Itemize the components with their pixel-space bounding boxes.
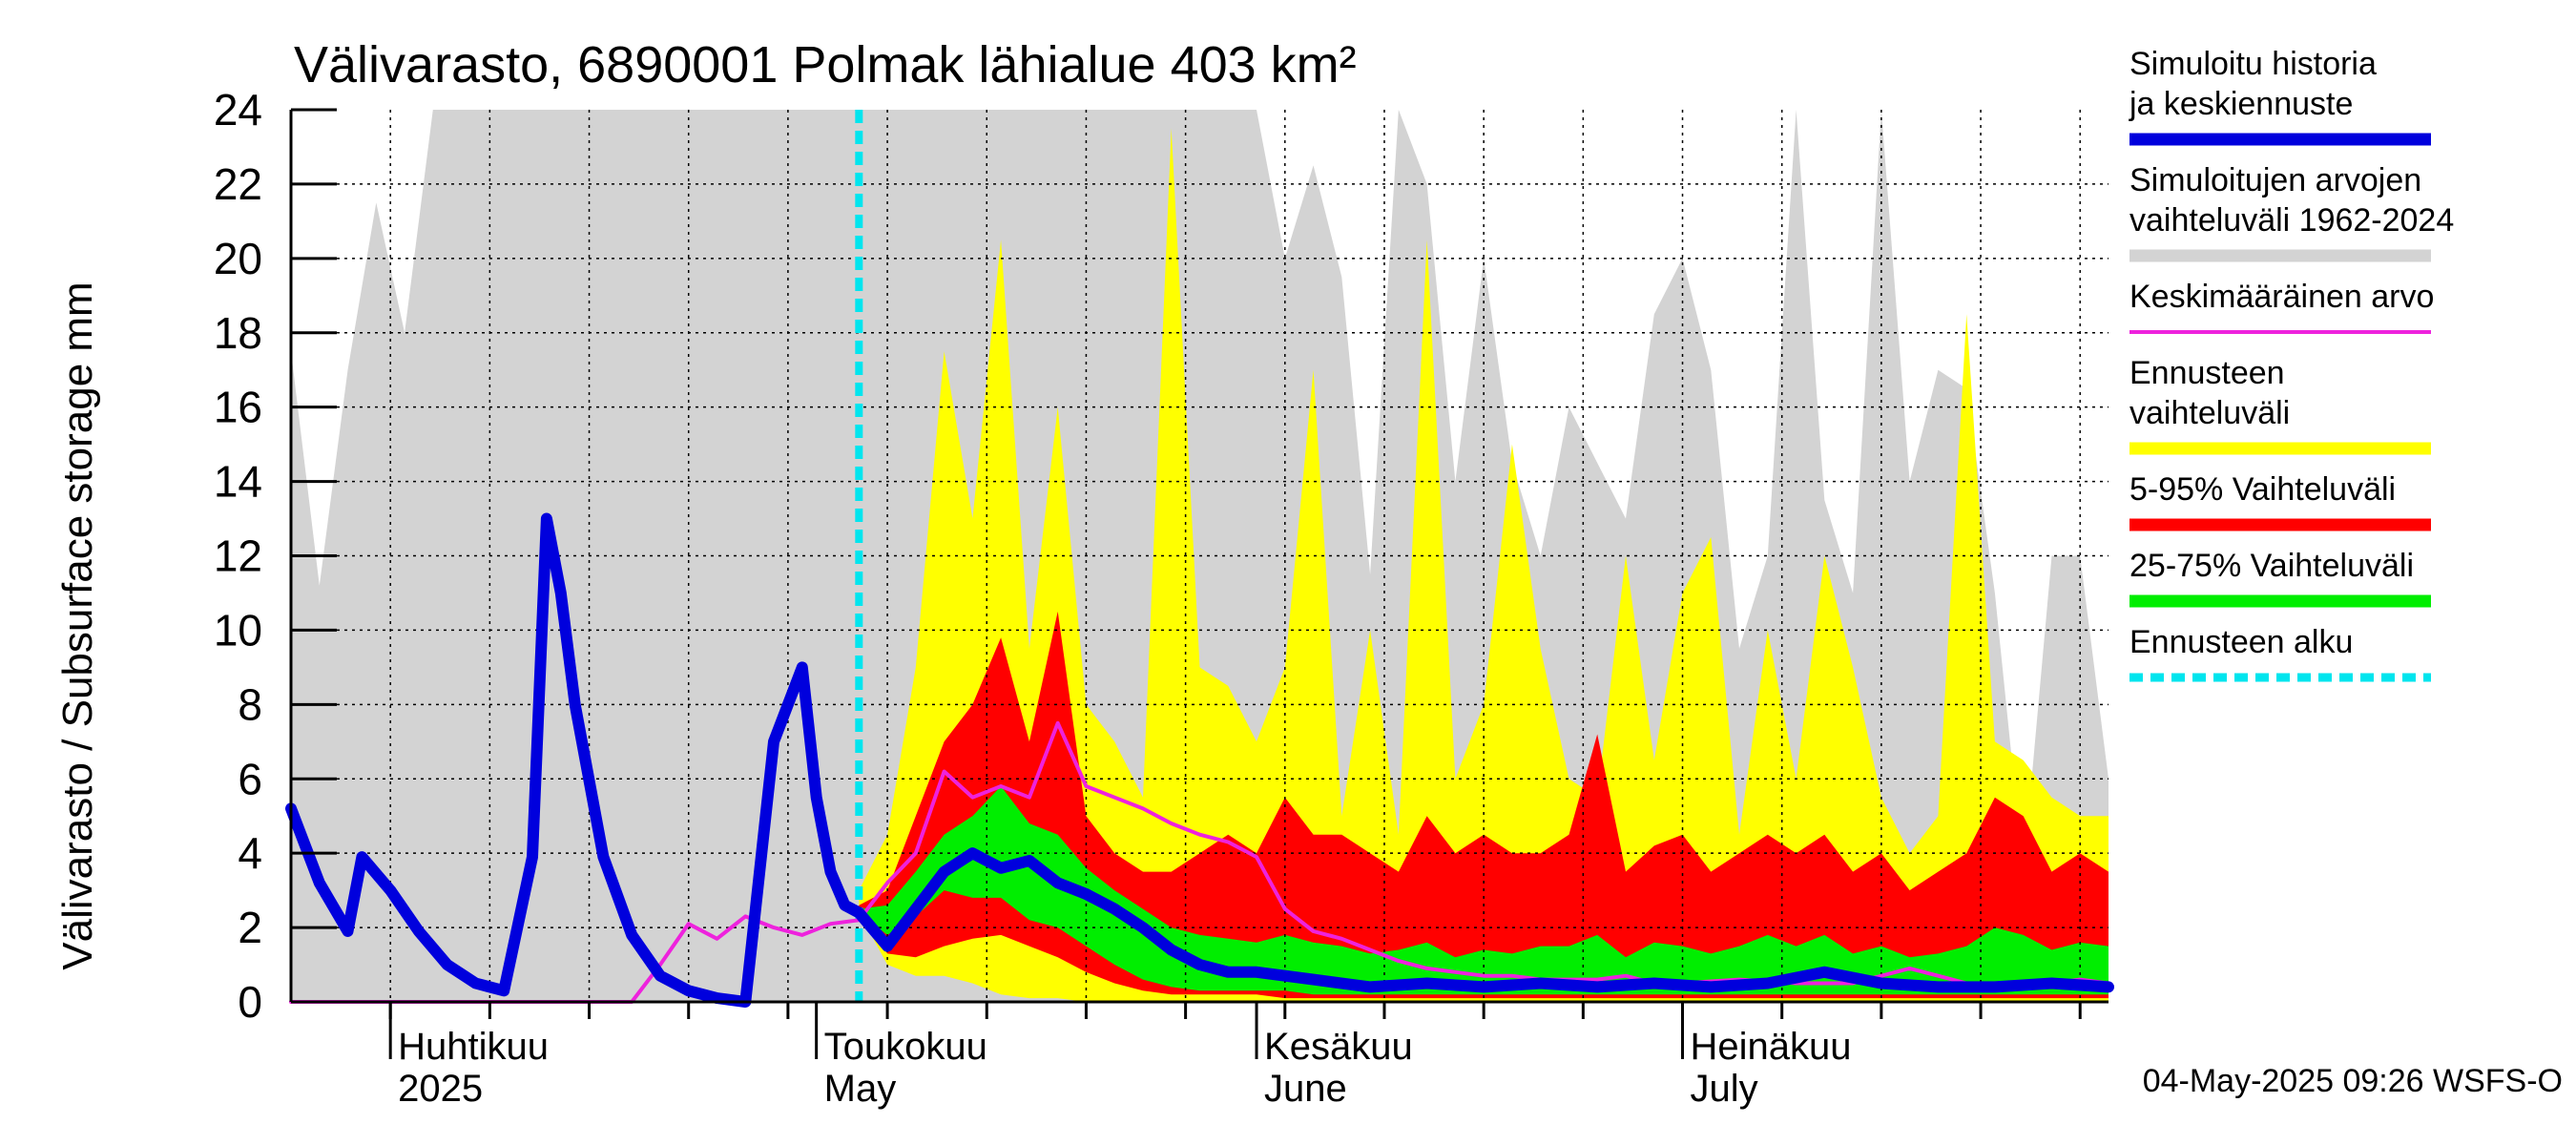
legend-label: Keskimääräinen arvo bbox=[2129, 279, 2434, 315]
x-month-sublabel: May bbox=[824, 1068, 897, 1110]
x-month-sublabel: July bbox=[1691, 1068, 1758, 1110]
legend-label: 5-95% Vaihteluväli bbox=[2129, 471, 2396, 508]
series-line-mean-forecast bbox=[285, 512, 2114, 1008]
legend-label: 25-75% Vaihteluväli bbox=[2129, 548, 2414, 584]
y-tick-label: 12 bbox=[214, 531, 262, 581]
legend-label: vaihteluväli 1962-2024 bbox=[2129, 202, 2454, 239]
chart-title: Välivarasto, 6890001 Polmak lähialue 403… bbox=[294, 36, 1357, 94]
line-layer bbox=[285, 110, 2114, 1008]
y-tick-label: 14 bbox=[214, 457, 262, 507]
legend-label: Simuloitu historia bbox=[2129, 46, 2377, 82]
y-tick-label: 20 bbox=[214, 234, 262, 283]
legend: Simuloitu historia ja keskiennuste Simuloi… bbox=[2129, 46, 2454, 682]
grid-layer bbox=[291, 110, 2109, 1002]
y-tick-label: 16 bbox=[214, 383, 262, 432]
y-tick-label: 2 bbox=[238, 903, 262, 952]
x-month-label: Toukokuu bbox=[824, 1026, 987, 1068]
x-month-sublabel: June bbox=[1264, 1068, 1347, 1110]
legend-label: Simuloitujen arvojen bbox=[2129, 162, 2421, 198]
band-00ee00 bbox=[859, 786, 2109, 995]
x-month-label: Huhtikuu bbox=[398, 1026, 549, 1068]
axes-layer: 024681012141618202224Huhtikuu2025Toukoku… bbox=[214, 85, 2109, 1110]
y-tick-label: 10 bbox=[214, 605, 262, 655]
y-tick-label: 8 bbox=[238, 679, 262, 729]
legend-label: ja keskiennuste bbox=[2129, 86, 2353, 122]
y-tick-label: 24 bbox=[214, 85, 262, 135]
y-axis-label: Välivarasto / Subsurface storage mm bbox=[54, 281, 101, 969]
legend-label: Ennusteen bbox=[2129, 355, 2285, 391]
y-tick-label: 0 bbox=[238, 977, 262, 1027]
footer-timestamp: 04-May-2025 09:26 WSFS-O bbox=[2143, 1063, 2563, 1099]
legend-label: vaihteluväli bbox=[2129, 395, 2290, 431]
y-tick-label: 18 bbox=[214, 308, 262, 358]
x-month-sublabel: 2025 bbox=[398, 1068, 483, 1110]
legend-label: Ennusteen alku bbox=[2129, 624, 2353, 660]
x-month-label: Kesäkuu bbox=[1264, 1026, 1413, 1068]
y-tick-label: 6 bbox=[238, 754, 262, 803]
y-tick-label: 4 bbox=[238, 828, 262, 878]
band-ff0000 bbox=[859, 611, 2109, 999]
y-tick-label: 22 bbox=[214, 159, 262, 209]
band-ffff00 bbox=[859, 128, 2109, 1002]
x-month-label: Heinäkuu bbox=[1691, 1026, 1852, 1068]
